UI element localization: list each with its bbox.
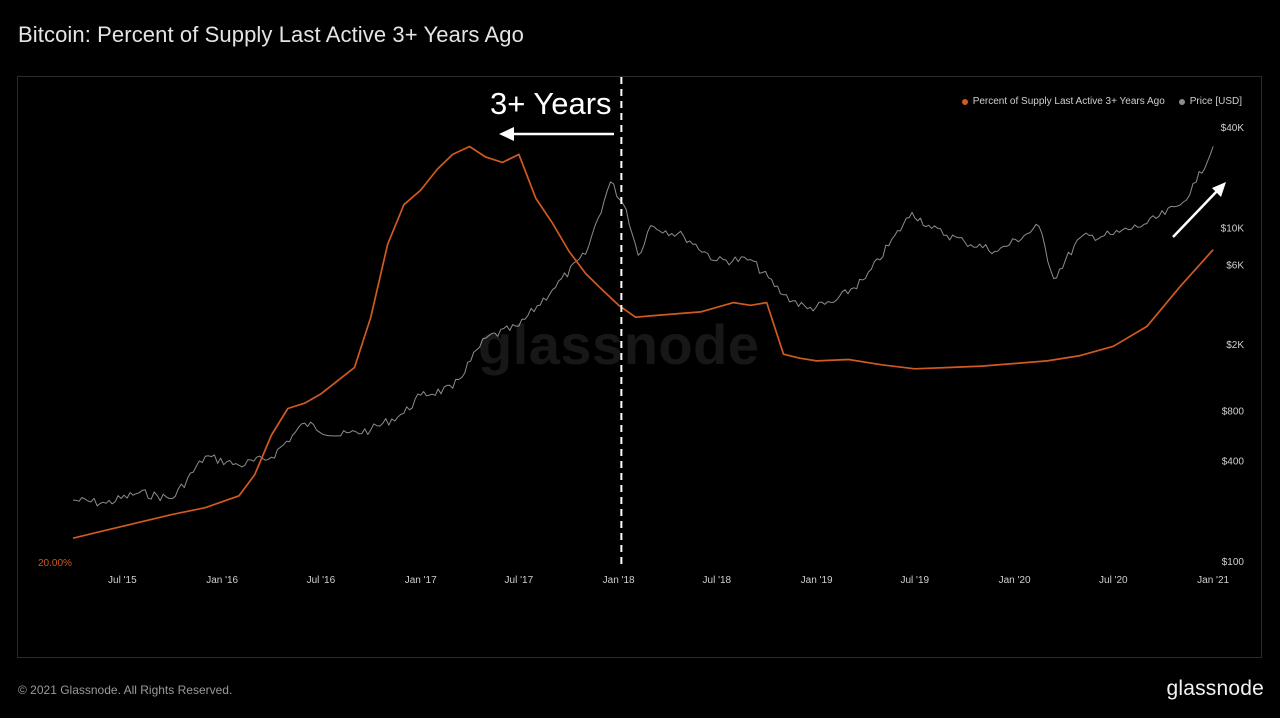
x-tick-label: Jan '18	[603, 575, 635, 586]
legend-item-supply[interactable]: Percent of Supply Last Active 3+ Years A…	[961, 96, 1165, 107]
y-tick-label: $2K	[1226, 340, 1244, 351]
supply-series-line	[72, 145, 1214, 540]
x-tick-label: Jul '18	[703, 575, 732, 586]
x-tick-label: Jul '20	[1099, 575, 1128, 586]
y-tick-label: $800	[1222, 406, 1245, 417]
x-tick-label: Jan '20	[999, 575, 1031, 586]
left-axis-tick: 20.00%	[38, 558, 72, 569]
y-tick-label: $10K	[1221, 223, 1245, 234]
y-tick-label: $40K	[1221, 123, 1245, 134]
legend-item-price[interactable]: Price [USD]	[1178, 96, 1242, 107]
legend-label-price: Price [USD]	[1189, 96, 1242, 107]
chart-panel	[17, 76, 1262, 658]
x-tick-label: Jul '19	[901, 575, 930, 586]
x-tick-label: Jan '17	[405, 575, 437, 586]
copyright: © 2021 Glassnode. All Rights Reserved.	[18, 683, 233, 697]
left-arrow	[499, 127, 614, 141]
x-axis: Jul '15 Jan '16 Jul '16 Jan '17 Jul '17 Jan '…	[108, 575, 1229, 586]
y-tick-label: $100	[1222, 557, 1245, 568]
x-tick-label: Jan '16	[206, 575, 238, 586]
legend: Percent of Supply Last Active 3+ Years A…	[961, 96, 1242, 107]
legend-dot-supply	[961, 98, 968, 105]
x-tick-label: Jul '16	[307, 575, 336, 586]
y-tick-label: $6K	[1226, 260, 1244, 271]
legend-label-supply: Percent of Supply Last Active 3+ Years A…	[972, 96, 1165, 107]
x-tick-label: Jul '17	[505, 575, 534, 586]
y-axis-right: $100 $400 $800 $2K $6K $10K $40K	[1221, 123, 1245, 568]
price-series-line	[72, 146, 1214, 507]
three-years-label: 3+ Years	[490, 86, 612, 121]
watermark: glassnode	[478, 313, 760, 376]
y-tick-label: $400	[1222, 457, 1245, 468]
chart-title: Bitcoin: Percent of Supply Last Active 3…	[18, 22, 524, 47]
glassnode-logo: glassnode	[1166, 677, 1264, 700]
x-tick-label: Jan '21	[1197, 575, 1229, 586]
legend-dot-price	[1178, 98, 1185, 105]
x-tick-label: Jul '15	[108, 575, 137, 586]
x-tick-label: Jan '19	[801, 575, 833, 586]
up-arrow	[1172, 182, 1226, 238]
